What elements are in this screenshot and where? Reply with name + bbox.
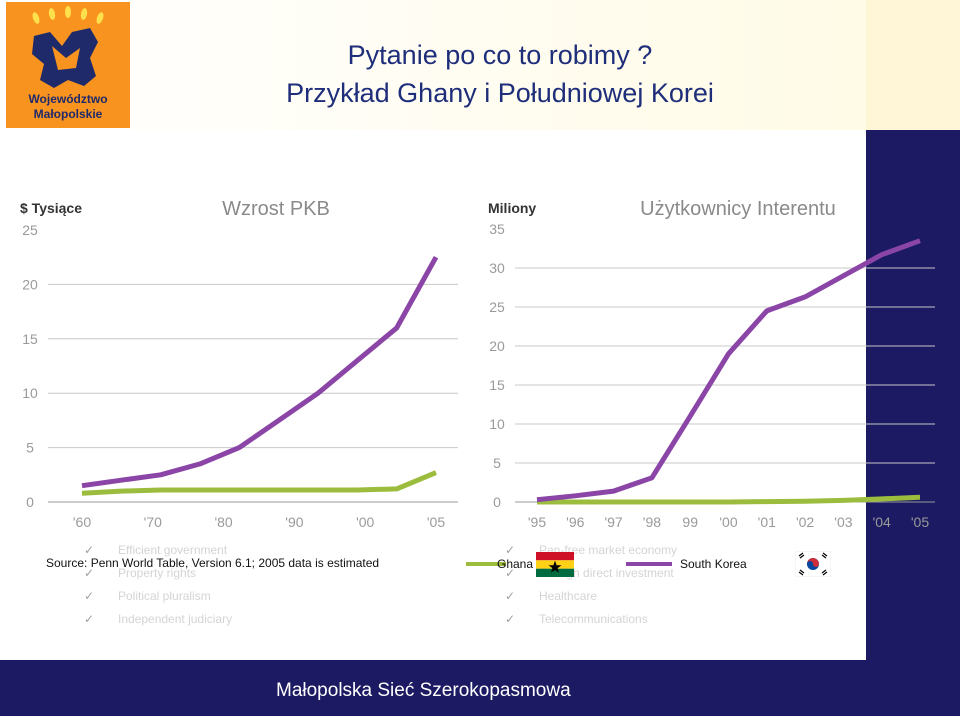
ghana-flag-icon	[536, 552, 574, 577]
y-tick-label: 35	[489, 221, 505, 237]
y-tick-label: 25	[22, 222, 38, 238]
check-icon: ✓	[505, 543, 516, 557]
ghost-list-item: Healthcare	[539, 589, 598, 603]
page-title-line2: Przykład Ghany i Południowej Korei	[286, 78, 714, 108]
x-tick-label: '03	[834, 514, 852, 530]
series-line-south-korea	[81, 255, 439, 489]
y-tick-label: 0	[26, 494, 34, 510]
legend-korea-label: South Korea	[680, 557, 747, 571]
x-tick-label: 99	[682, 514, 698, 530]
y-tick-label: 0	[493, 494, 501, 510]
legend-ghana-label: Ghana	[497, 557, 534, 571]
y-tick-label: 15	[22, 331, 38, 347]
x-tick-label: '05	[911, 514, 929, 530]
check-icon: ✓	[505, 566, 516, 580]
check-icon: ✓	[84, 566, 95, 580]
series-line-ghana	[81, 470, 437, 496]
x-tick-label: '02	[796, 514, 814, 530]
x-tick-label: '70	[144, 514, 162, 530]
x-tick-label: '05	[427, 514, 445, 530]
check-icon: ✓	[84, 589, 95, 603]
y-tick-label: 5	[26, 440, 34, 456]
x-tick-label: '60	[73, 514, 91, 530]
ghost-list-item: Political pluralism	[118, 589, 211, 603]
y-axis-unit-label: Miliony	[488, 200, 536, 216]
gdp-chart: Wzrost PKB $ Tysiące 0 5 10 15 20 25 '60 '70 '80 '9…	[20, 198, 458, 530]
ghost-list-item: Independent judiciary	[118, 612, 233, 626]
x-tick-label: '80	[214, 514, 232, 530]
y-tick-label: 30	[489, 260, 505, 276]
legend-korea-swatch	[626, 562, 672, 566]
logo: Województwo Małopolskie	[6, 2, 130, 128]
footer-title: Małopolska Sieć Szerokopasmowa	[276, 680, 571, 701]
legend-ghana-swatch	[466, 562, 506, 566]
x-tick-label: '97	[604, 514, 622, 530]
x-tick-label: '96	[566, 514, 584, 530]
logo-text-line1: Województwo	[28, 92, 108, 106]
y-tick-label: 10	[489, 416, 505, 432]
logo-emblem-icon	[32, 6, 104, 88]
series-line-south-korea	[536, 238, 921, 503]
y-tick-label: 5	[493, 455, 501, 471]
source-note: Source: Penn World Table, Version 6.1; 2…	[46, 556, 380, 570]
y-tick-label: 15	[489, 377, 505, 393]
ghost-list-item: Efficient government	[118, 543, 228, 557]
header-gradient	[0, 0, 866, 130]
x-tick-label: '90	[285, 514, 303, 530]
chart-title: Wzrost PKB	[222, 198, 330, 220]
right-cream-block	[866, 0, 960, 130]
footer-bar	[0, 660, 960, 716]
check-icon: ✓	[84, 612, 95, 626]
series-line-ghana	[537, 494, 921, 505]
logo-text-line2: Małopolskie	[33, 107, 103, 121]
chart-title: Użytkownicy Interentu	[640, 198, 836, 220]
y-axis-unit-label: $ Tysiące	[20, 200, 82, 216]
ghost-list-item: Telecommunications	[539, 612, 648, 626]
x-tick-label: '00	[356, 514, 374, 530]
south-korea-flag-icon	[795, 551, 831, 577]
charts-canvas: Wzrost PKB $ Tysiące 0 5 10 15 20 25 '60 '70 '80 '9…	[20, 198, 935, 530]
y-tick-label: 10	[22, 385, 38, 401]
check-icon: ✓	[84, 543, 95, 557]
page-title-line1: Pytanie po co to robimy ?	[347, 40, 653, 70]
check-icon: ✓	[505, 589, 516, 603]
y-tick-label: 20	[22, 276, 38, 292]
x-tick-label: '98	[643, 514, 661, 530]
check-icon: ✓	[505, 612, 516, 626]
x-tick-label: '01	[758, 514, 776, 530]
y-tick-label: 20	[489, 338, 505, 354]
x-tick-label: '04	[873, 514, 891, 530]
x-tick-label: '95	[528, 514, 546, 530]
ghost-list-item: Property rights	[118, 566, 197, 580]
y-tick-label: 25	[489, 299, 505, 315]
x-tick-label: '00	[719, 514, 737, 530]
internet-users-chart: Użytkownicy Interentu Miliony 0 5 10 15 20 25 30…	[488, 198, 935, 530]
